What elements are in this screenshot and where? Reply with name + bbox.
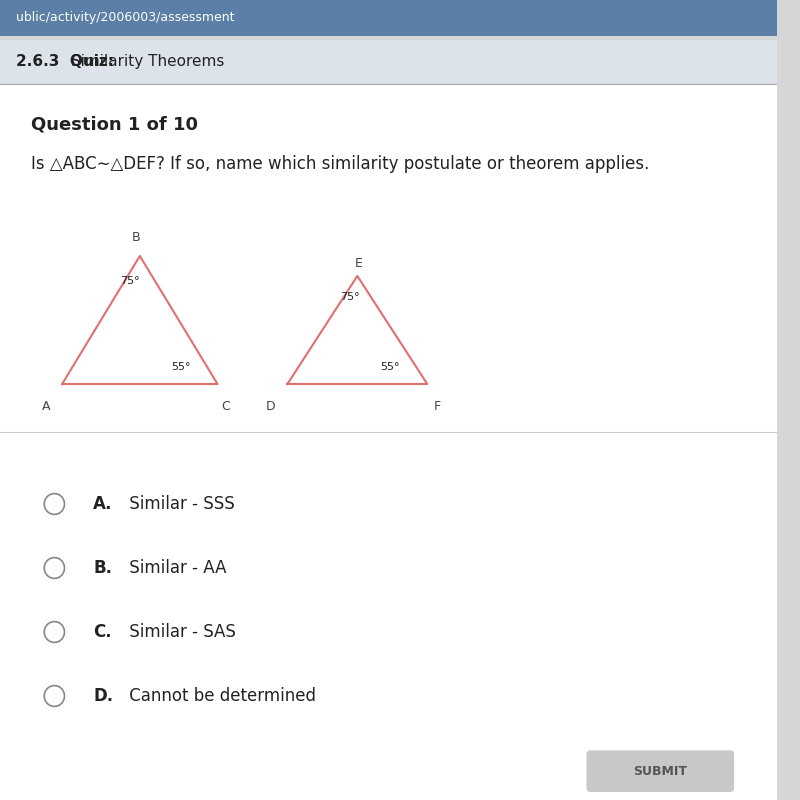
Text: Similar - SAS: Similar - SAS xyxy=(124,623,236,641)
Text: Similar - AA: Similar - AA xyxy=(124,559,226,577)
Text: ublic/activity/2006003/assessment: ublic/activity/2006003/assessment xyxy=(15,11,234,25)
Text: 2.6.3  Quiz:: 2.6.3 Quiz: xyxy=(15,54,114,69)
FancyBboxPatch shape xyxy=(0,40,777,84)
Text: C: C xyxy=(222,400,230,413)
FancyBboxPatch shape xyxy=(0,84,777,800)
Text: Cannot be determined: Cannot be determined xyxy=(124,687,316,705)
Text: Similar - SSS: Similar - SSS xyxy=(124,495,235,513)
Text: 55°: 55° xyxy=(171,362,190,372)
Text: SUBMIT: SUBMIT xyxy=(634,765,687,778)
Text: 75°: 75° xyxy=(121,276,140,286)
Text: A.: A. xyxy=(94,495,113,513)
Text: D.: D. xyxy=(94,687,114,705)
Text: F: F xyxy=(434,400,441,413)
Text: B.: B. xyxy=(94,559,112,577)
Text: A: A xyxy=(42,400,50,413)
Text: E: E xyxy=(355,257,363,270)
FancyBboxPatch shape xyxy=(586,750,734,792)
Text: 75°: 75° xyxy=(340,292,360,302)
Text: Similarity Theorems: Similarity Theorems xyxy=(66,54,225,69)
Text: Question 1 of 10: Question 1 of 10 xyxy=(31,115,198,133)
Text: Is △ABC∼△DEF? If so, name which similarity postulate or theorem applies.: Is △ABC∼△DEF? If so, name which similari… xyxy=(31,155,650,173)
Text: 55°: 55° xyxy=(381,362,400,372)
Text: B: B xyxy=(132,231,140,244)
Text: D: D xyxy=(266,400,276,413)
FancyBboxPatch shape xyxy=(0,0,777,36)
Text: C.: C. xyxy=(94,623,112,641)
